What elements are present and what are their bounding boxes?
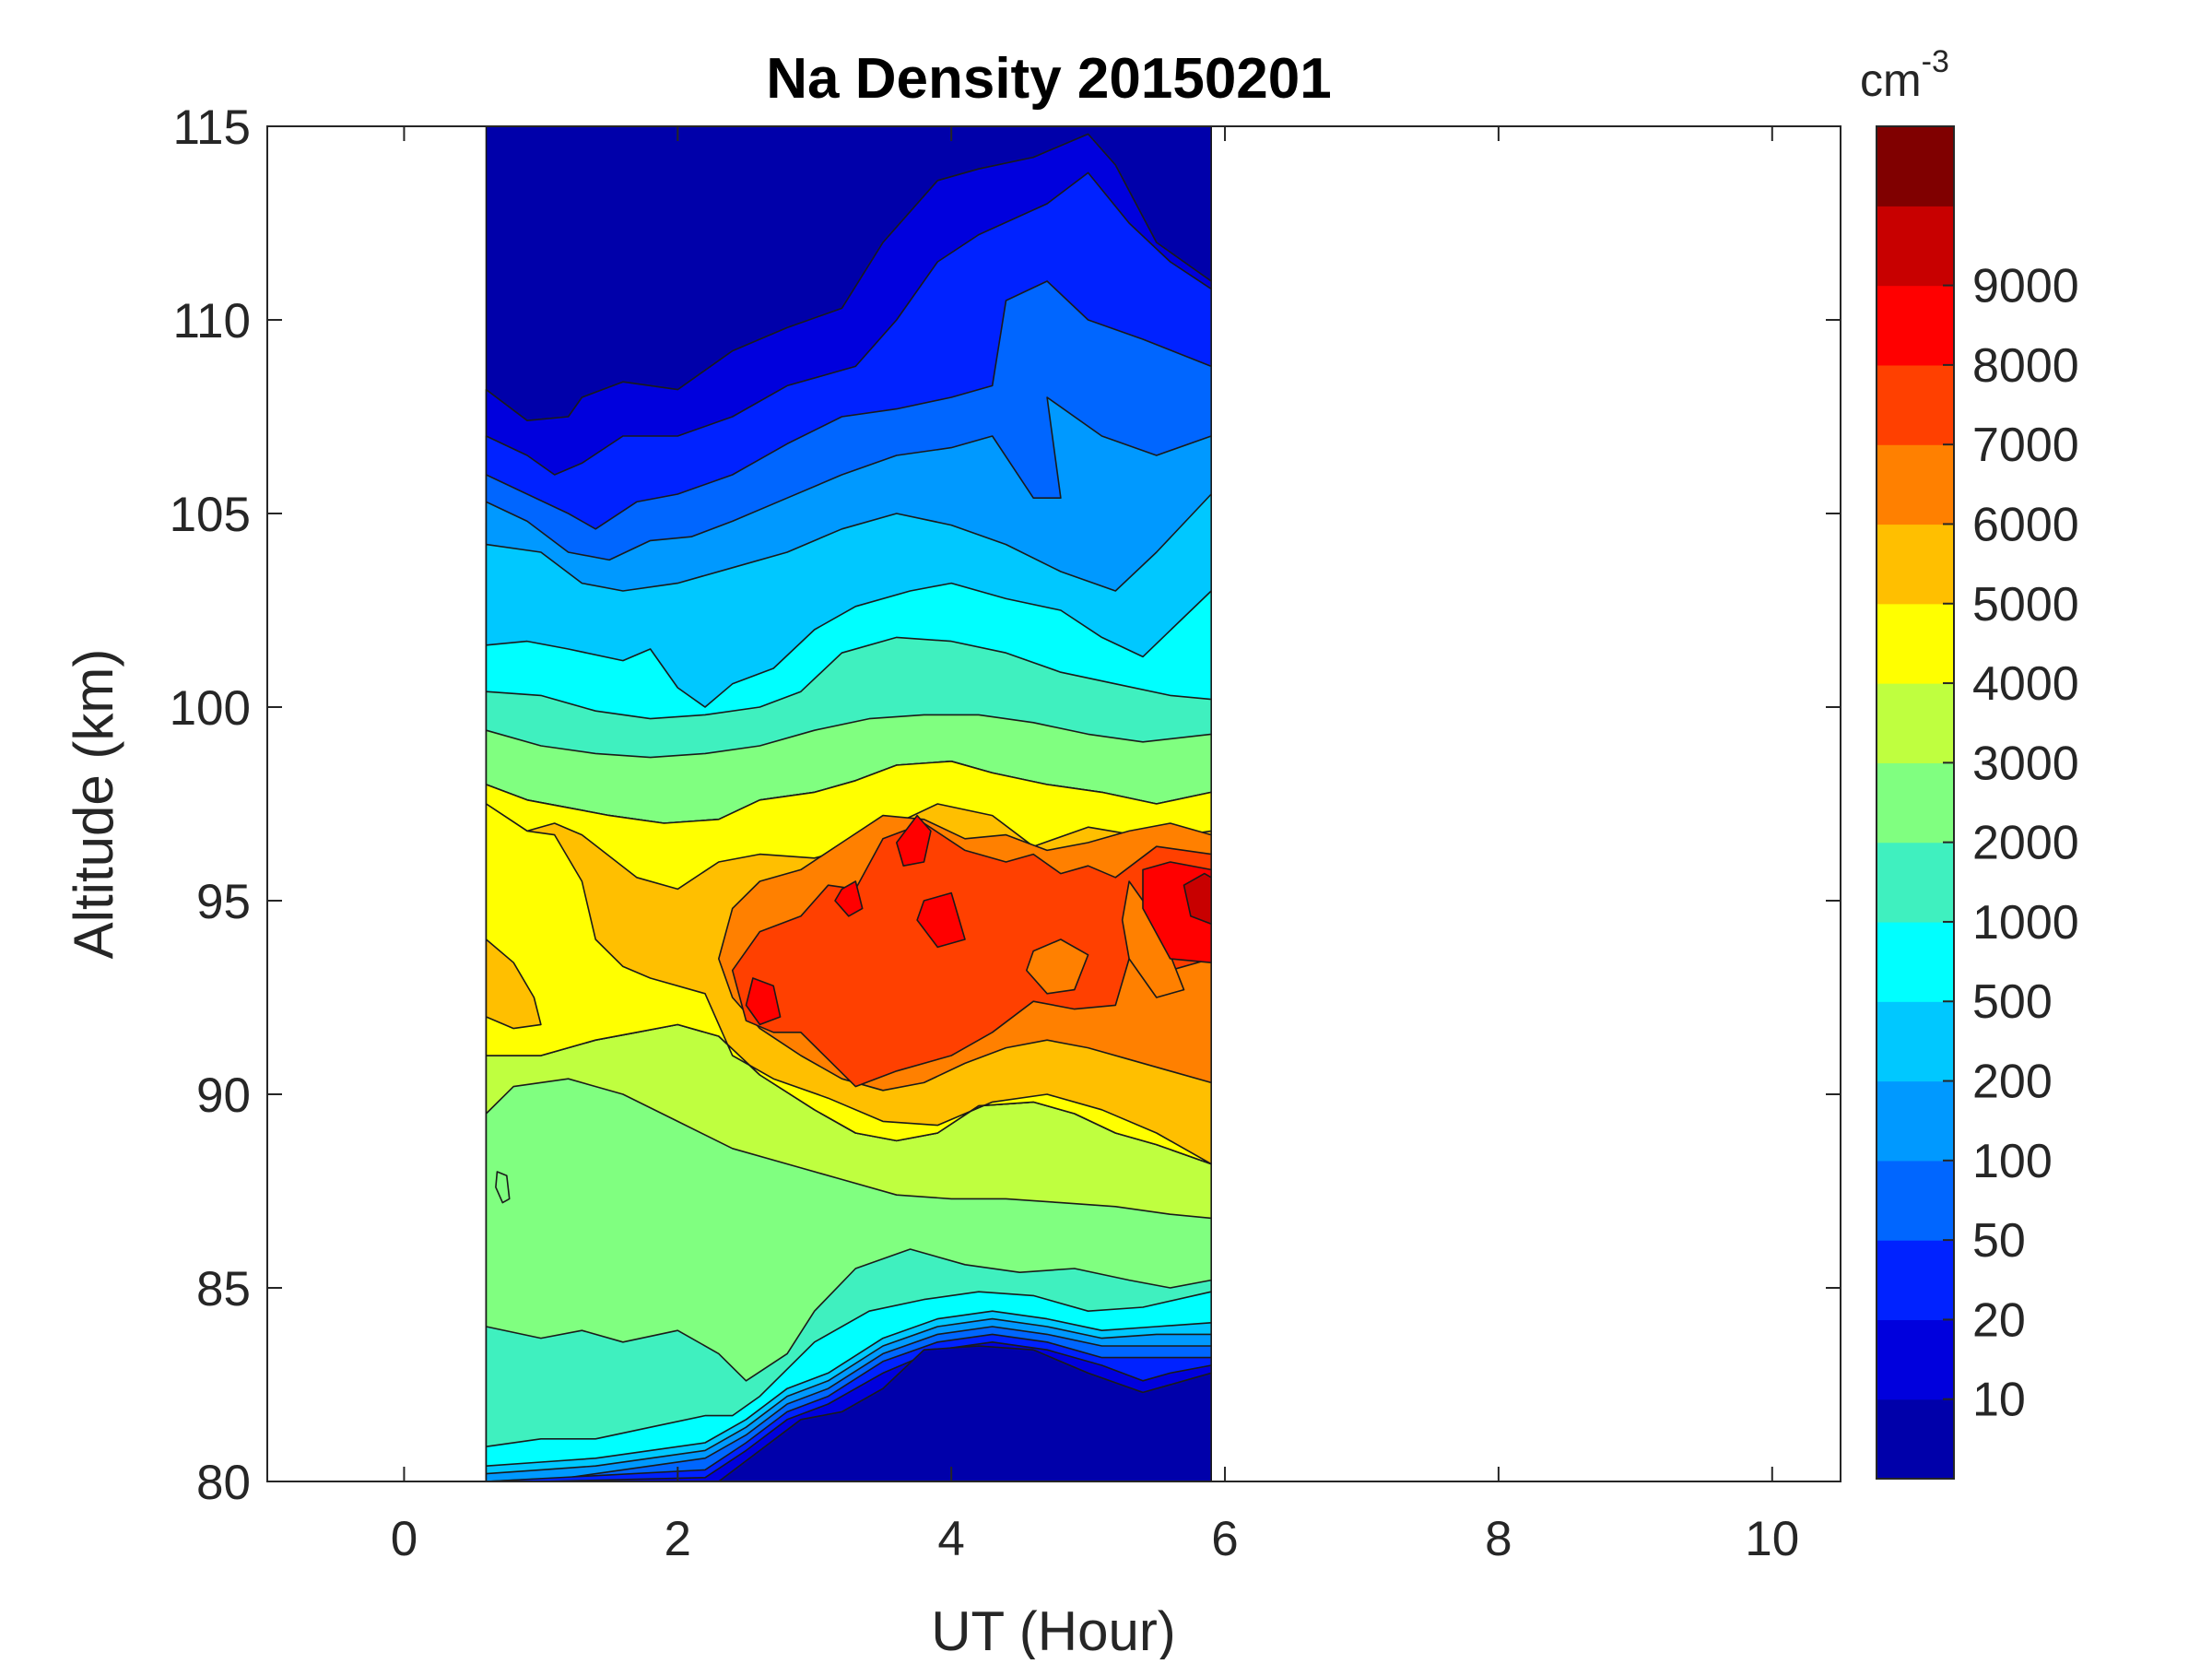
- contour-rd-4: [834, 880, 864, 917]
- contour-dr-1: [1182, 872, 1212, 926]
- contour-or-2: [1026, 938, 1089, 995]
- colorbar-tick-label: 500: [1972, 975, 2053, 1029]
- colorbar-bin: [1877, 842, 1954, 923]
- colorbar-bin: [1877, 364, 1954, 445]
- colorbar-tick-label: 5000: [1972, 578, 2079, 631]
- x-tick-label: 4: [937, 1512, 964, 1566]
- colorbar-unit-base: cm: [1860, 54, 1922, 106]
- colorbar-tick-label: 9000: [1972, 260, 2079, 313]
- y-tick-label: 105: [170, 488, 251, 542]
- x-tick-label: 6: [1211, 1512, 1238, 1566]
- x-tick-label: 2: [665, 1512, 691, 1566]
- colorbar-unit-exponent: -3: [1922, 44, 1949, 79]
- colorbar-unit: cm-3: [1860, 44, 1949, 106]
- y-tick-label: 85: [196, 1262, 251, 1316]
- colorbar-bin: [1877, 285, 1954, 366]
- y-ticks: 80 85 90 95 100 105 110 115: [170, 100, 1841, 1510]
- colorbar-tick-label: 1000: [1972, 896, 2079, 950]
- colorbar-tick-label: 8000: [1972, 339, 2079, 393]
- colorbar-bins: [1877, 126, 1954, 1480]
- y-tick-label: 95: [196, 875, 251, 929]
- colorbar-bin: [1877, 683, 1954, 763]
- colorbar-bin: [1877, 1398, 1954, 1480]
- colorbar-tick-label: 100: [1972, 1135, 2053, 1188]
- colorbar-tick-label: 7000: [1972, 419, 2079, 472]
- y-tick-label: 80: [196, 1456, 251, 1510]
- colorbar-bin: [1877, 1319, 1954, 1400]
- plot-frame: [266, 125, 1841, 1482]
- y-tick-label: 90: [196, 1068, 251, 1123]
- colorbar-bin: [1877, 1160, 1954, 1241]
- colorbar-bin: [1877, 126, 1954, 207]
- contour-lb-1: [485, 938, 542, 1030]
- plot-area: 0 2 4 6 8 10 80 85 90 95 100 105 110 115: [170, 100, 1841, 1566]
- colorbar-bin: [1877, 603, 1954, 684]
- colorbar-frame: [1876, 125, 1955, 1480]
- colorbar-bin: [1877, 206, 1954, 287]
- colorbar-tick-label: 2000: [1972, 817, 2079, 870]
- colorbar-tick-label: 200: [1972, 1056, 2053, 1109]
- y-tick-label: 115: [173, 100, 252, 155]
- chart-title: Na Density 20150201: [766, 47, 1332, 111]
- contour-rd-2: [745, 977, 782, 1026]
- colorbar-tick-label: 6000: [1972, 498, 2079, 551]
- colorbar-bin: [1877, 921, 1954, 1002]
- x-axis-label: UT (Hour): [931, 1600, 1176, 1659]
- contour-gr-isl: [495, 1171, 511, 1204]
- x-tick-label: 0: [391, 1512, 418, 1566]
- x-ticks: 0 2 4 6 8 10: [391, 126, 1799, 1566]
- y-tick-label: 110: [173, 294, 252, 348]
- colorbar-tick-label: 10: [1972, 1374, 2026, 1427]
- x-tick-label: 10: [1745, 1512, 1799, 1566]
- colorbar-bin: [1877, 1001, 1954, 1082]
- colorbar-bin: [1877, 1080, 1954, 1162]
- y-axis-label: Altitude (km): [63, 649, 124, 960]
- contour-yel-2: [485, 803, 1212, 1165]
- colorbar-bin: [1877, 762, 1954, 844]
- colorbar-tick-label: 4000: [1972, 657, 2079, 711]
- colorbar-bin: [1877, 524, 1954, 605]
- y-tick-label: 100: [170, 681, 251, 736]
- colorbar: 10 20 50 100 200 500 1000 2000 3000 4000 5000 6000 7…: [1860, 44, 2079, 1480]
- colorbar-tick-label: 3000: [1972, 737, 2079, 790]
- contour-ll-10: [717, 1345, 1212, 1482]
- x-tick-label: 8: [1485, 1512, 1512, 1566]
- contour-levels: [485, 125, 1212, 1482]
- colorbar-bin: [1877, 444, 1954, 525]
- colorbar-bin: [1877, 1240, 1954, 1321]
- contour-rd-5: [916, 891, 966, 949]
- colorbar-tick-label: 20: [1972, 1293, 2026, 1347]
- contour-rd-3: [895, 814, 932, 867]
- colorbar-tick-label: 50: [1972, 1214, 2026, 1268]
- colorbar-ticks: 10 20 50 100 200 500 1000 2000 3000 4000 5000 6000 7…: [1943, 260, 2079, 1427]
